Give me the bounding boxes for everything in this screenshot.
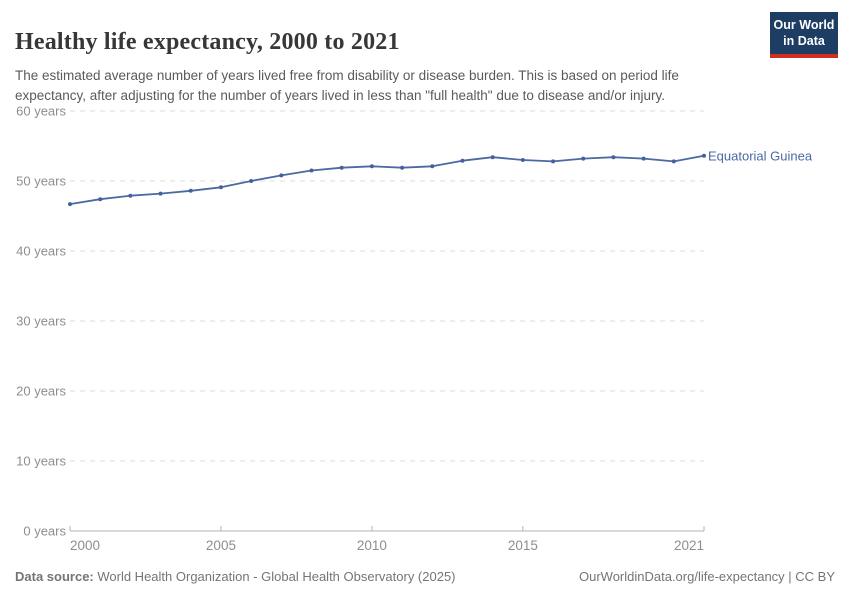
chart-footer: Data source: World Health Organization -… bbox=[15, 569, 835, 584]
entity-label[interactable]: Equatorial Guinea bbox=[708, 148, 813, 163]
data-point[interactable] bbox=[702, 153, 706, 158]
data-point[interactable] bbox=[309, 168, 314, 173]
trend-line[interactable] bbox=[69, 154, 705, 206]
data-point[interactable] bbox=[490, 155, 495, 160]
y-axis-tick-label: 10 years bbox=[16, 454, 66, 469]
data-point[interactable] bbox=[400, 165, 405, 170]
y-axis-tick-label: 20 years bbox=[16, 384, 66, 399]
data-point[interactable] bbox=[611, 155, 616, 160]
data-point[interactable] bbox=[218, 185, 223, 190]
data-point[interactable] bbox=[551, 159, 556, 164]
owid-logo-line1: Our World bbox=[773, 18, 835, 32]
x-axis-tick-label: 2021 bbox=[674, 538, 704, 553]
x-axis-tick-label: 2015 bbox=[508, 538, 538, 553]
page-title: Healthy life expectancy, 2000 to 2021 bbox=[15, 29, 400, 56]
data-point[interactable] bbox=[369, 164, 374, 169]
y-axis-tick-label: 0 years bbox=[23, 524, 66, 539]
data-source-note: Data source: World Health Organization -… bbox=[15, 569, 456, 584]
license-link[interactable]: OurWorldinData.org/life-expectancy | CC … bbox=[578, 569, 835, 584]
data-source-label: Data source: bbox=[15, 569, 94, 584]
y-axis-tick-label: 40 years bbox=[16, 244, 66, 259]
data-point[interactable] bbox=[520, 158, 525, 162]
data-point[interactable] bbox=[279, 173, 284, 178]
data-point[interactable] bbox=[128, 193, 133, 198]
data-point[interactable] bbox=[158, 191, 163, 196]
data-point[interactable] bbox=[339, 165, 344, 170]
y-axis-tick-label: 60 years bbox=[16, 104, 66, 119]
owid-logo[interactable]: Our World in Data bbox=[770, 12, 838, 58]
data-point[interactable] bbox=[188, 188, 193, 193]
data-point[interactable] bbox=[460, 158, 465, 163]
data-point[interactable] bbox=[430, 164, 435, 169]
data-point[interactable] bbox=[249, 179, 254, 183]
chart-subtitle: The estimated average number of years li… bbox=[15, 67, 679, 104]
data-source-text: World Health Organization - Global Healt… bbox=[93, 569, 456, 584]
x-axis-tick-label: 2010 bbox=[357, 538, 387, 553]
data-point[interactable] bbox=[641, 156, 646, 161]
y-axis-tick-label: 50 years bbox=[16, 174, 66, 189]
data-point[interactable] bbox=[671, 159, 676, 164]
owid-logo-line2: in Data bbox=[783, 34, 825, 49]
data-point[interactable] bbox=[581, 156, 586, 161]
y-axis-tick-label: 30 years bbox=[16, 314, 66, 329]
x-axis-tick-label: 2005 bbox=[206, 538, 236, 553]
x-axis-tick-label: 2000 bbox=[70, 538, 100, 553]
data-point[interactable] bbox=[98, 197, 103, 202]
data-point[interactable] bbox=[68, 202, 72, 207]
